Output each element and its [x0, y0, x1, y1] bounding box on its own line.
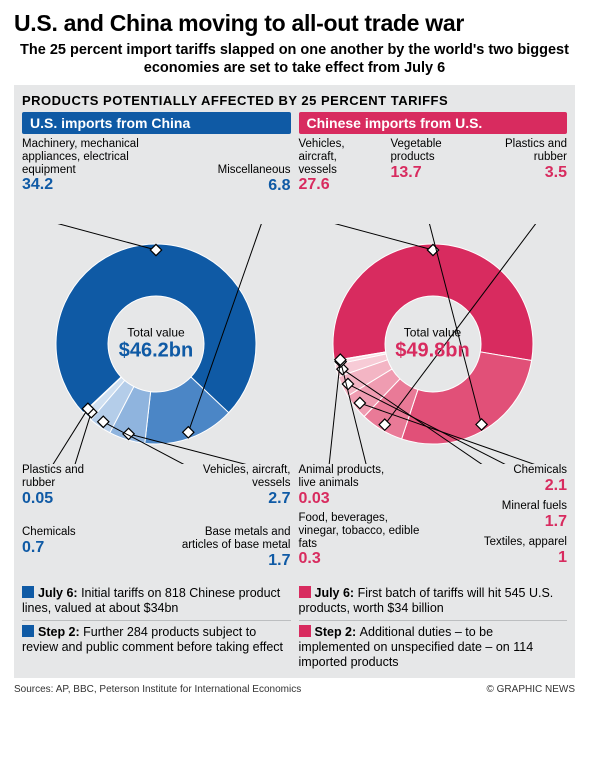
note-lead: Step 2:	[315, 625, 360, 639]
credit: © GRAPHIC NEWS	[487, 684, 576, 695]
center-title-right: Total value	[395, 326, 469, 340]
val-chem-r: 2.1	[545, 477, 567, 494]
note-lead: Step 2:	[38, 625, 83, 639]
val-plastics-l: 0.05	[22, 490, 53, 507]
center-value-right: $49.8bn	[395, 340, 469, 363]
lab-chem-r: Chemicals	[513, 464, 567, 477]
col-china-imports: Chinese imports from U.S. Vehicles, airc…	[299, 112, 568, 674]
val-veg: 13.7	[391, 164, 422, 181]
center-value-left: $46.2bn	[119, 340, 193, 363]
val-chem-l: 0.7	[22, 539, 44, 556]
col-header-left: U.S. imports from China	[22, 112, 291, 134]
note-lead: July 6:	[38, 586, 81, 600]
note: July 6: First batch of tariffs will hit …	[299, 582, 568, 621]
val-basemetals: 1.7	[268, 552, 290, 569]
bullet-square	[22, 586, 34, 598]
val-machinery: 34.2	[22, 176, 53, 193]
donut-left: Total value $46.2bn	[22, 224, 290, 464]
lab-machinery: Machinery, mechanical appliances, electr…	[22, 138, 152, 176]
val-plastics-r: 3.5	[545, 164, 567, 181]
val-misc: 6.8	[268, 177, 290, 194]
lab-vehicles-l: Vehicles, aircraft, vessels	[201, 464, 291, 489]
val-vehicles-l: 2.7	[268, 490, 290, 507]
val-textiles: 1	[558, 549, 567, 566]
bullet-square	[299, 586, 311, 598]
val-food: 0.3	[299, 550, 321, 567]
donut-right: Total value $49.8bn	[299, 224, 567, 464]
lab-plastics-l: Plastics and rubber	[22, 464, 102, 489]
headline: U.S. and China moving to all-out trade w…	[14, 10, 575, 37]
subhead: The 25 percent import tariffs slapped on…	[14, 41, 575, 77]
lab-veg: Vegetable products	[391, 138, 461, 163]
infographic: U.S. and China moving to all-out trade w…	[0, 0, 589, 705]
lab-textiles: Textiles, apparel	[484, 536, 567, 549]
lab-mineral: Mineral fuels	[502, 500, 567, 513]
val-mineral: 1.7	[545, 513, 567, 530]
lab-plastics-r: Plastics and rubber	[487, 138, 567, 163]
center-title-left: Total value	[119, 326, 193, 340]
panel-title: Products Potentially Affected by 25 Perc…	[22, 93, 567, 108]
lab-basemetals: Base metals and articles of base metal	[181, 526, 291, 551]
note-lead: July 6:	[315, 586, 358, 600]
note: July 6: Initial tariffs on 818 Chinese p…	[22, 582, 291, 621]
bullet-square	[22, 625, 34, 637]
lab-chem-l: Chemicals	[22, 526, 76, 539]
lab-animal: Animal products, live animals	[299, 464, 399, 489]
col-us-imports: U.S. imports from China Machinery, mecha…	[22, 112, 291, 674]
lab-vehicles-r: Vehicles, aircraft, vessels	[299, 138, 369, 176]
sources: Sources: AP, BBC, Peterson Institute for…	[14, 684, 301, 695]
panel: Products Potentially Affected by 25 Perc…	[14, 85, 575, 678]
lab-misc: Miscellaneous	[218, 164, 291, 177]
note: Step 2: Further 284 products subject to …	[22, 621, 291, 659]
note: Step 2: Additional duties – to be implem…	[299, 621, 568, 674]
bullet-square	[299, 625, 311, 637]
val-animal: 0.03	[299, 490, 330, 507]
col-header-right: Chinese imports from U.S.	[299, 112, 568, 134]
lab-food: Food, beverages, vinegar, tobacco, edibl…	[299, 512, 429, 550]
val-vehicles-r: 27.6	[299, 176, 330, 193]
